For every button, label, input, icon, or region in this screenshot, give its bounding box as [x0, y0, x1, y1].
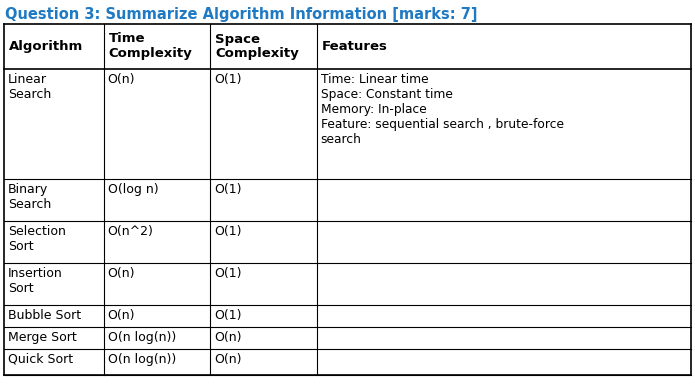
Text: Bubble Sort: Bubble Sort — [8, 309, 81, 322]
Text: O(n log(n)): O(n log(n)) — [108, 353, 176, 366]
Text: O(1): O(1) — [214, 73, 242, 86]
Text: Space
Complexity: Space Complexity — [215, 32, 299, 60]
Text: Time: Linear time
Space: Constant time
Memory: In-place
Feature: sequential sear: Time: Linear time Space: Constant time M… — [320, 73, 564, 146]
Text: Selection
Sort: Selection Sort — [8, 225, 66, 253]
Text: O(log n): O(log n) — [108, 183, 158, 196]
Text: Features: Features — [322, 40, 387, 53]
Text: Linear
Search: Linear Search — [8, 73, 51, 101]
Text: Algorithm: Algorithm — [9, 40, 83, 53]
Text: O(n): O(n) — [108, 267, 135, 280]
Text: Time
Complexity: Time Complexity — [108, 32, 193, 60]
Text: O(1): O(1) — [214, 183, 242, 196]
Text: O(n): O(n) — [108, 309, 135, 322]
Text: Question 3: Summarize Algorithm Information [marks: 7]: Question 3: Summarize Algorithm Informat… — [5, 7, 477, 22]
Text: O(n log(n)): O(n log(n)) — [108, 331, 176, 344]
Text: O(n): O(n) — [108, 73, 135, 86]
Text: O(n): O(n) — [214, 331, 242, 344]
Text: O(n^2): O(n^2) — [108, 225, 154, 238]
Text: Merge Sort: Merge Sort — [8, 331, 76, 344]
Text: Binary
Search: Binary Search — [8, 183, 51, 211]
Text: Insertion
Sort: Insertion Sort — [8, 267, 63, 295]
Text: O(1): O(1) — [214, 267, 242, 280]
Text: O(1): O(1) — [214, 225, 242, 238]
Text: O(1): O(1) — [214, 309, 242, 322]
Text: Quick Sort: Quick Sort — [8, 353, 73, 366]
Text: O(n): O(n) — [214, 353, 242, 366]
